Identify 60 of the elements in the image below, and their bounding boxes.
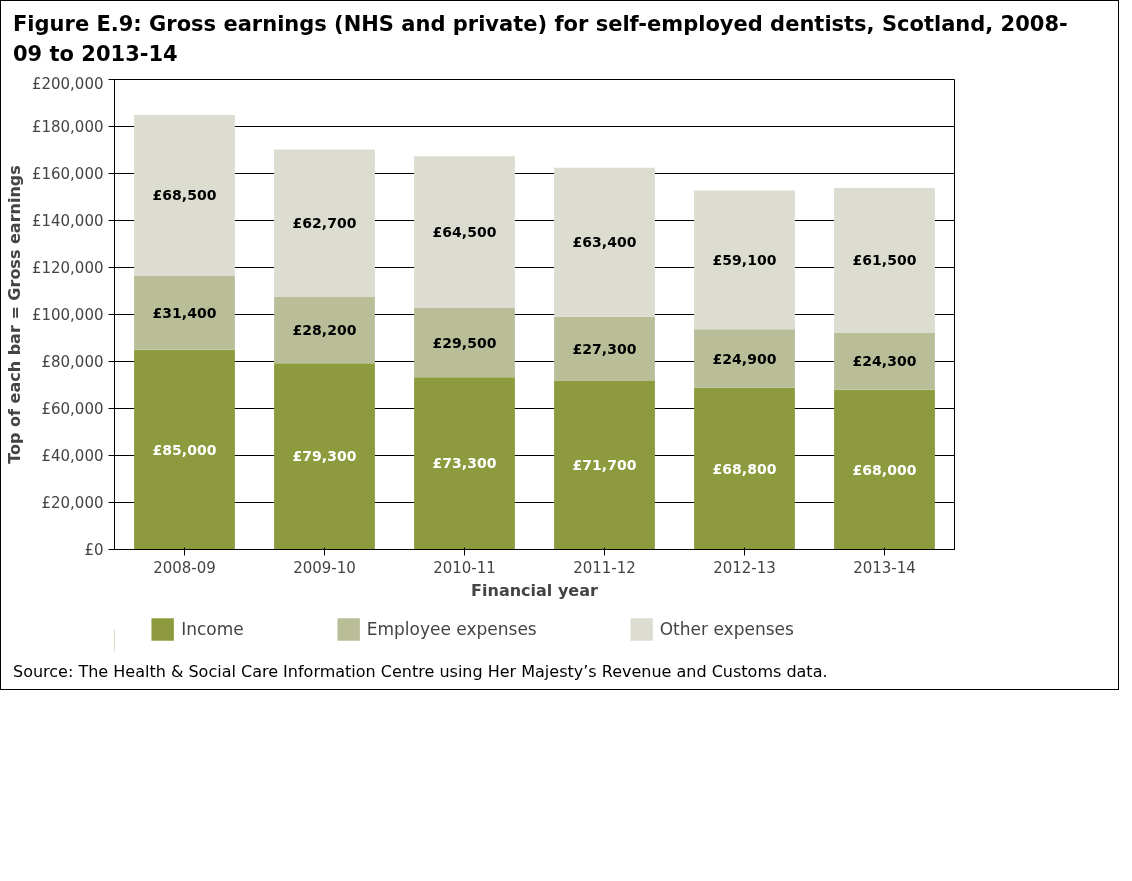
- y-axis-title: Top of each bar = Gross earnings: [4, 165, 24, 464]
- bar: [554, 381, 655, 550]
- bar: [274, 149, 375, 297]
- bar: [134, 114, 235, 276]
- data-label: £63,400: [572, 234, 637, 251]
- x-tick-label: 2011-12: [573, 558, 636, 577]
- y-tick-label: £40,000: [41, 446, 104, 465]
- y-tick-label: £180,000: [31, 117, 104, 136]
- y-tick-label: £20,000: [41, 493, 104, 512]
- legend-label: Employee expenses: [366, 619, 537, 639]
- bar: [414, 156, 515, 308]
- data-label: £64,500: [432, 224, 497, 241]
- y-tick-label: £200,000: [31, 74, 104, 93]
- chart-title: Figure E.9: Gross earnings (NHS and private) for self-employed dentists, Scotland, 2008-09 to 2013-14: [13, 11, 1069, 68]
- data-label: £59,100: [712, 251, 777, 268]
- bar: [834, 332, 935, 390]
- data-label: £68,500: [152, 187, 217, 204]
- bar: [694, 329, 795, 388]
- data-label: £68,800: [712, 460, 777, 477]
- bar: [414, 307, 515, 378]
- y-tick-label: £160,000: [31, 164, 104, 183]
- bar: [694, 387, 795, 550]
- y-tick-label: £120,000: [31, 258, 104, 277]
- bar: [274, 296, 375, 364]
- bar: [834, 389, 935, 550]
- x-tick-label: 2008-09: [153, 558, 216, 577]
- x-tick-label: 2010-11: [433, 558, 496, 577]
- data-label: £31,400: [152, 304, 217, 321]
- y-tick-label: £0: [84, 540, 104, 559]
- x-tick-label: 2012-13: [713, 558, 776, 577]
- source-note: Source: The Health & Social Care Information Centre using Her Majesty’s Revenue and Customs data.: [13, 661, 828, 683]
- data-label: £62,700: [292, 215, 357, 232]
- y-tick-label: £100,000: [31, 305, 104, 324]
- bar: [694, 190, 795, 330]
- bar: [414, 377, 515, 550]
- y-tick-label: £80,000: [41, 352, 104, 371]
- data-label: £27,300: [572, 340, 637, 357]
- bar: [134, 349, 235, 550]
- data-label: £71,700: [572, 457, 637, 474]
- x-tick-label: 2009-10: [293, 558, 356, 577]
- y-tick-label: £60,000: [41, 399, 104, 418]
- legend-label: Income: [181, 619, 244, 639]
- data-label: £85,000: [152, 441, 217, 458]
- bar: [554, 316, 655, 382]
- bar: [834, 188, 935, 333]
- bar: [274, 363, 375, 550]
- data-label: £68,000: [852, 461, 917, 478]
- data-label: £61,500: [852, 252, 917, 269]
- legend-label: Other expenses: [659, 619, 794, 639]
- y-tick-label: £140,000: [31, 211, 104, 230]
- data-label: £24,300: [852, 353, 917, 370]
- bar: [134, 275, 235, 350]
- x-axis-title: Financial year: [471, 580, 598, 600]
- data-label: £24,900: [712, 350, 777, 367]
- bar: [554, 167, 655, 317]
- data-label: £79,300: [292, 448, 357, 465]
- x-tick-label: 2013-14: [853, 558, 916, 577]
- data-label: £73,300: [432, 455, 497, 472]
- data-label: £28,200: [292, 322, 357, 339]
- data-label: £29,500: [432, 334, 497, 351]
